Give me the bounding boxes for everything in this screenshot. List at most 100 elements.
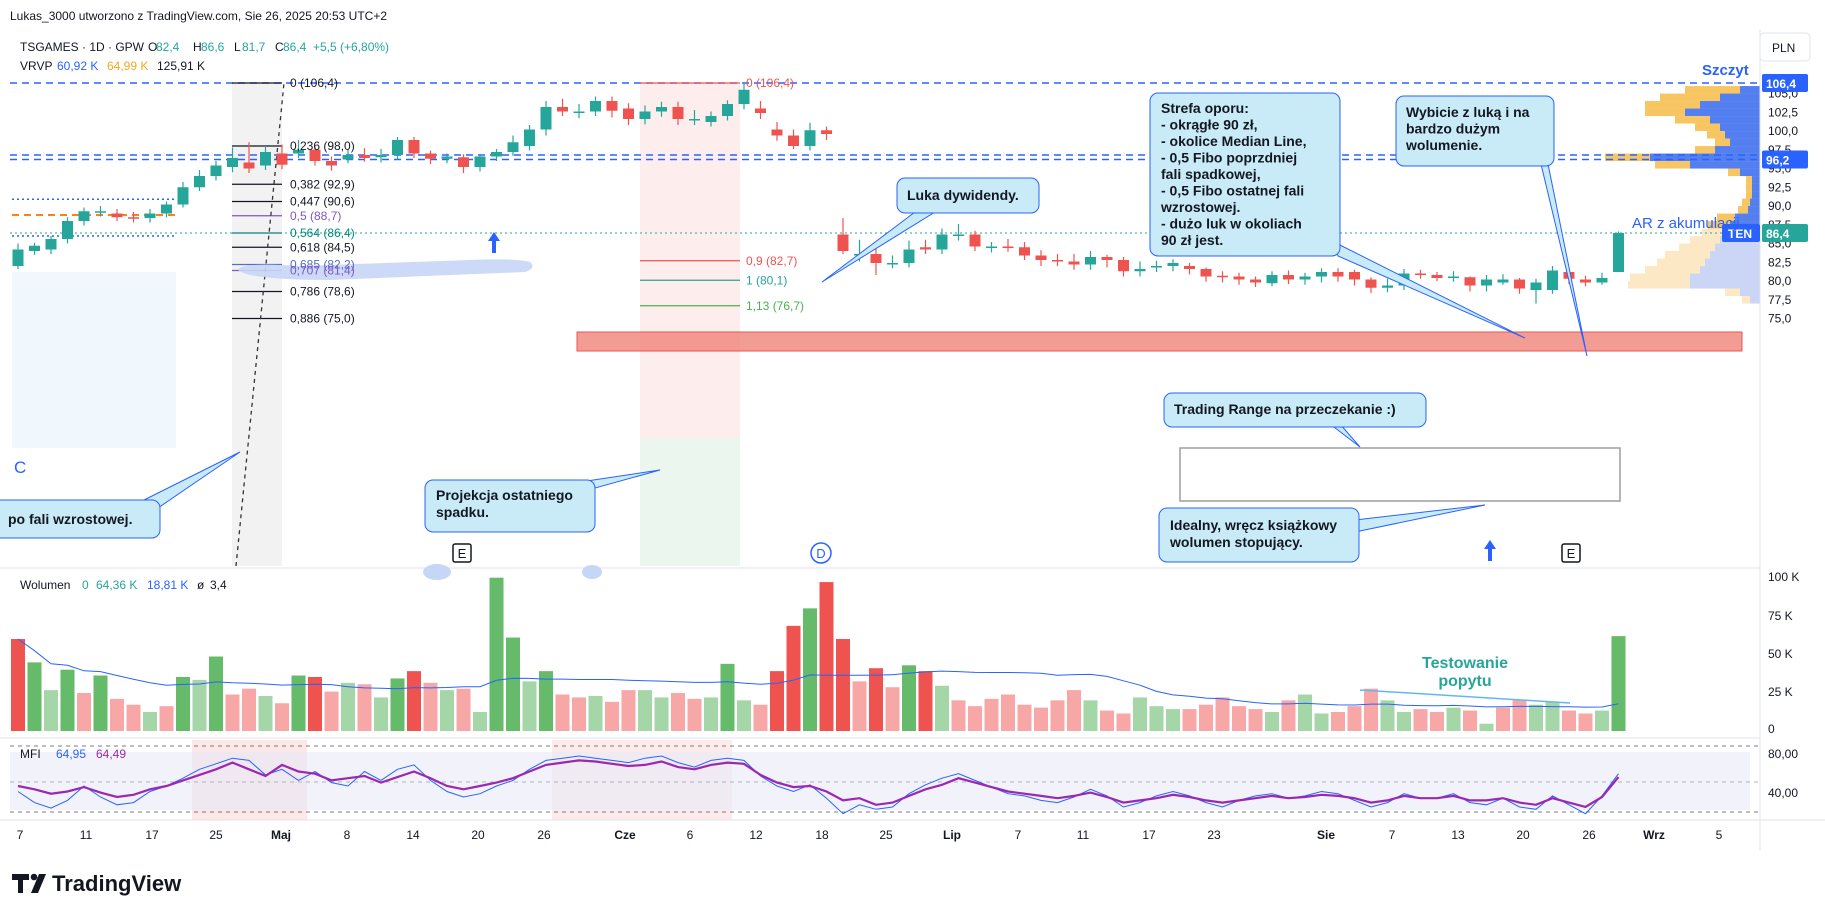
text-layer: Lukas_3000 utworzono z TradingView.com, … — [10, 9, 1749, 896]
volume-tick: 50 K — [1768, 647, 1793, 661]
fib-left-label: 0,236 (98,0) — [290, 139, 355, 153]
candle-body — [1002, 246, 1014, 248]
volume-bar — [572, 697, 586, 731]
volume-bar — [1265, 712, 1279, 731]
vrvp-down-bar — [1717, 213, 1735, 222]
fib-left-label: 0,886 (75,0) — [290, 312, 355, 326]
candle-body — [1514, 279, 1525, 289]
volume-bar — [1529, 704, 1543, 731]
tradingview-logo[interactable]: TradingView — [12, 871, 182, 896]
vrvp-up-bar — [1740, 168, 1760, 177]
volume-bar — [1578, 713, 1593, 731]
volume-bar — [506, 637, 520, 731]
candle-body — [227, 158, 238, 167]
event-marker[interactable]: E — [452, 543, 472, 563]
volume-bar — [1430, 712, 1444, 731]
vrvp-up-bar — [1725, 131, 1760, 139]
candle-body — [1266, 275, 1278, 284]
mfi-label[interactable]: MFI — [20, 747, 41, 761]
volume-bar — [489, 577, 504, 731]
resistance-zone — [576, 331, 1743, 352]
candle-body — [293, 149, 304, 154]
ten-badge-text: TEN — [1728, 227, 1752, 241]
fib-left-label: 0,382 (92,9) — [290, 177, 355, 191]
candle-body — [639, 111, 651, 119]
candle-body — [1299, 276, 1311, 280]
vrvp-label[interactable]: VRVP — [20, 59, 52, 73]
time-label: Wrz — [1643, 828, 1665, 842]
volume-bar — [324, 691, 339, 731]
candle-body — [1415, 273, 1426, 275]
candle-body — [590, 101, 601, 112]
vrvp-up-bar — [1700, 266, 1760, 274]
volume-tick: 25 K — [1768, 685, 1793, 699]
logo-mark — [12, 874, 29, 893]
callout-text: wolumenie. — [1405, 137, 1482, 153]
volume-bar — [753, 704, 768, 731]
currency-label[interactable]: PLN — [1772, 41, 1795, 55]
volume-bar — [1364, 688, 1378, 731]
volume-bar — [588, 695, 603, 731]
volume-bar — [720, 663, 735, 731]
marker-shape[interactable] — [452, 543, 472, 563]
candle-body — [491, 152, 502, 157]
marker-shape[interactable] — [1561, 543, 1581, 563]
vrvp-up-bar — [1740, 288, 1760, 297]
vrvp-down-bar — [1728, 168, 1740, 177]
annotations: po fali wzrostowej. Projekcja ostatniegos… — [0, 92, 1588, 704]
volume-bar — [704, 697, 718, 731]
callout-text: po fali wzrostowej. — [8, 511, 132, 527]
callout-box — [1149, 92, 1341, 257]
candle-body — [474, 156, 486, 167]
volume-bar — [242, 688, 256, 731]
vrvp-value: 64,99 K — [107, 59, 148, 73]
vrvp-down-bar — [1742, 198, 1750, 207]
marker-letter: E — [458, 546, 467, 561]
candle-body — [1580, 279, 1591, 283]
vrvp-down-bar — [1665, 251, 1710, 259]
volume-bar — [918, 671, 933, 731]
symbol-title[interactable]: TSGAMES · 1D · GPW — [20, 40, 145, 54]
candle-body — [804, 130, 816, 146]
time-label: 17 — [145, 828, 159, 842]
currency-box[interactable] — [1759, 32, 1811, 62]
volume-bar — [687, 698, 702, 731]
volume-bar — [1133, 697, 1147, 731]
volume-bar — [176, 676, 190, 731]
volume-bar — [1083, 700, 1098, 731]
volume-bar — [1281, 700, 1296, 731]
vrvp-up-bar — [1700, 101, 1760, 109]
ohlc-part: C — [275, 40, 284, 54]
candle-body — [507, 142, 519, 152]
candle-body — [342, 155, 354, 160]
vrvp-down-bar — [1708, 221, 1730, 229]
volume-bar — [935, 685, 949, 731]
testowanie-label: Testowanie — [1422, 655, 1508, 672]
candle-body — [1134, 269, 1146, 272]
marker-shape[interactable] — [810, 542, 832, 564]
volume-bar — [27, 662, 42, 731]
candle-body — [1019, 247, 1030, 256]
left-range-shade — [12, 272, 176, 448]
callout-left: po fali wzrostowej. — [0, 451, 241, 539]
time-label: 26 — [537, 828, 551, 842]
brand-text: TradingView — [52, 871, 182, 896]
price-tick: 77,5 — [1768, 293, 1792, 307]
event-marker[interactable]: D — [810, 542, 832, 564]
candle-body — [375, 155, 387, 158]
candle-body — [1200, 269, 1212, 277]
fib-left-label: 0,618 (84,5) — [290, 240, 355, 254]
candle-body — [573, 111, 585, 113]
volume-bar — [341, 682, 355, 731]
mfi-value: 64,95 — [56, 747, 86, 761]
volume-bar — [143, 712, 157, 731]
price-tick: 102,5 — [1768, 105, 1798, 119]
callout-box — [424, 479, 596, 533]
highlight-stroke — [238, 259, 533, 280]
volume-label[interactable]: Wolumen — [20, 578, 70, 592]
event-marker[interactable]: E — [1561, 543, 1581, 563]
candle-body — [936, 234, 948, 250]
candle-body — [1283, 275, 1294, 280]
